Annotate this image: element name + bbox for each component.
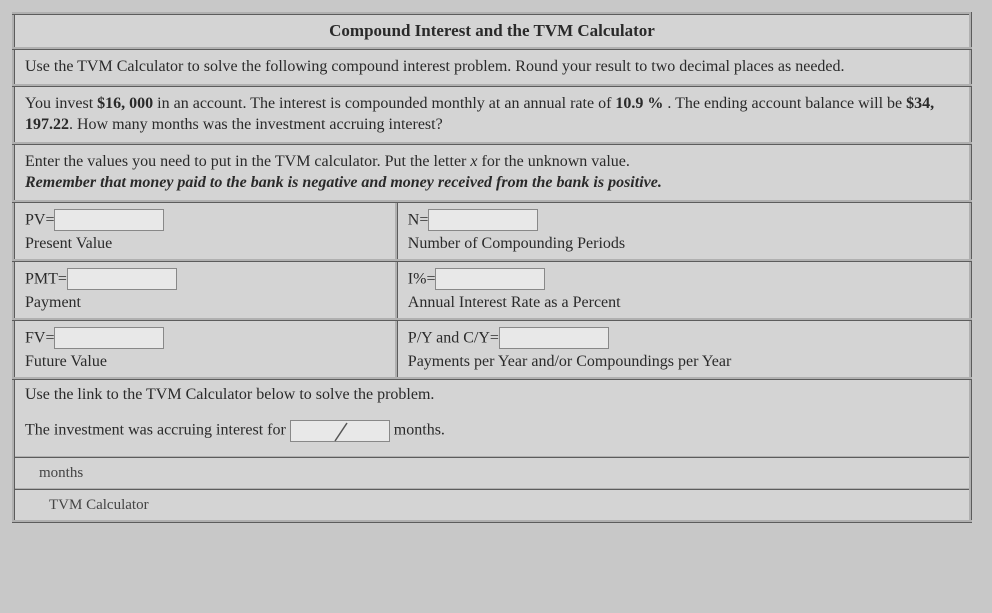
- tvm-calculator-link[interactable]: TVM Calculator: [45, 495, 153, 515]
- months-link[interactable]: months: [35, 463, 87, 483]
- i-input[interactable]: [435, 268, 545, 290]
- enter-line1b: for the unknown value.: [477, 153, 629, 170]
- pmt-cell: PMT= Payment: [14, 260, 397, 319]
- instructions-text: Use the TVM Calculator to solve the foll…: [25, 58, 845, 75]
- pv-desc: Present Value: [25, 235, 385, 253]
- solve-cell: Use the link to the TVM Calculator below…: [14, 378, 971, 521]
- n-desc: Number of Compounding Periods: [408, 235, 959, 253]
- answer-prefix: The investment was accruing interest for: [25, 422, 290, 439]
- slash-icon: [291, 421, 391, 443]
- i-desc: Annual Interest Rate as a Percent: [408, 294, 959, 312]
- tvm-row: TVM Calculator: [15, 489, 969, 520]
- pmt-label: PMT=: [25, 270, 67, 287]
- pv-cell: PV= Present Value: [14, 201, 397, 260]
- enter-line1: Enter the values you need to put in the …: [25, 153, 470, 170]
- pv-label: PV=: [25, 211, 54, 228]
- link-prompt-cell: Use the link to the TVM Calculator below…: [15, 380, 969, 410]
- n-label: N=: [408, 211, 429, 228]
- problem-amount: $16, 000: [97, 95, 153, 112]
- problem-cell: You invest $16, 000 in an account. The i…: [14, 85, 971, 143]
- py-desc: Payments per Year and/or Compoundings pe…: [408, 353, 959, 371]
- i-label: I%=: [408, 270, 436, 287]
- problem-prefix: You invest: [25, 95, 97, 112]
- answer-suffix: months.: [394, 422, 445, 439]
- problem-suffix: . How many months was the investment acc…: [69, 116, 443, 133]
- n-cell: N= Number of Compounding Periods: [396, 201, 970, 260]
- months-row: months: [15, 457, 969, 489]
- page-title: Compound Interest and the TVM Calculator: [329, 21, 655, 40]
- fv-label: FV=: [25, 329, 54, 346]
- pmt-desc: Payment: [25, 294, 385, 312]
- problem-rate: 10.9 %: [615, 95, 663, 112]
- py-cell: P/Y and C/Y= Payments per Year and/or Co…: [396, 319, 970, 378]
- py-input[interactable]: [499, 327, 609, 349]
- n-input[interactable]: [428, 209, 538, 231]
- worksheet-table: Compound Interest and the TVM Calculator…: [12, 12, 972, 523]
- instructions-cell: Use the TVM Calculator to solve the foll…: [14, 49, 971, 86]
- py-label: P/Y and C/Y=: [408, 329, 499, 346]
- fv-desc: Future Value: [25, 353, 385, 371]
- enter-line2: Remember that money paid to the bank is …: [25, 174, 662, 191]
- link-prompt: Use the link to the TVM Calculator below…: [25, 386, 434, 403]
- i-cell: I%= Annual Interest Rate as a Percent: [396, 260, 970, 319]
- answer-cell: The investment was accruing interest for…: [15, 410, 969, 457]
- problem-mid2: . The ending account balance will be: [663, 95, 906, 112]
- fv-input[interactable]: [54, 327, 164, 349]
- answer-box[interactable]: [290, 420, 390, 442]
- pmt-input[interactable]: [67, 268, 177, 290]
- solve-inner-table: Use the link to the TVM Calculator below…: [15, 380, 969, 520]
- title-cell: Compound Interest and the TVM Calculator: [14, 14, 971, 49]
- pv-input[interactable]: [54, 209, 164, 231]
- problem-mid1: in an account. The interest is compounde…: [153, 95, 615, 112]
- fv-cell: FV= Future Value: [14, 319, 397, 378]
- enter-cell: Enter the values you need to put in the …: [14, 143, 971, 201]
